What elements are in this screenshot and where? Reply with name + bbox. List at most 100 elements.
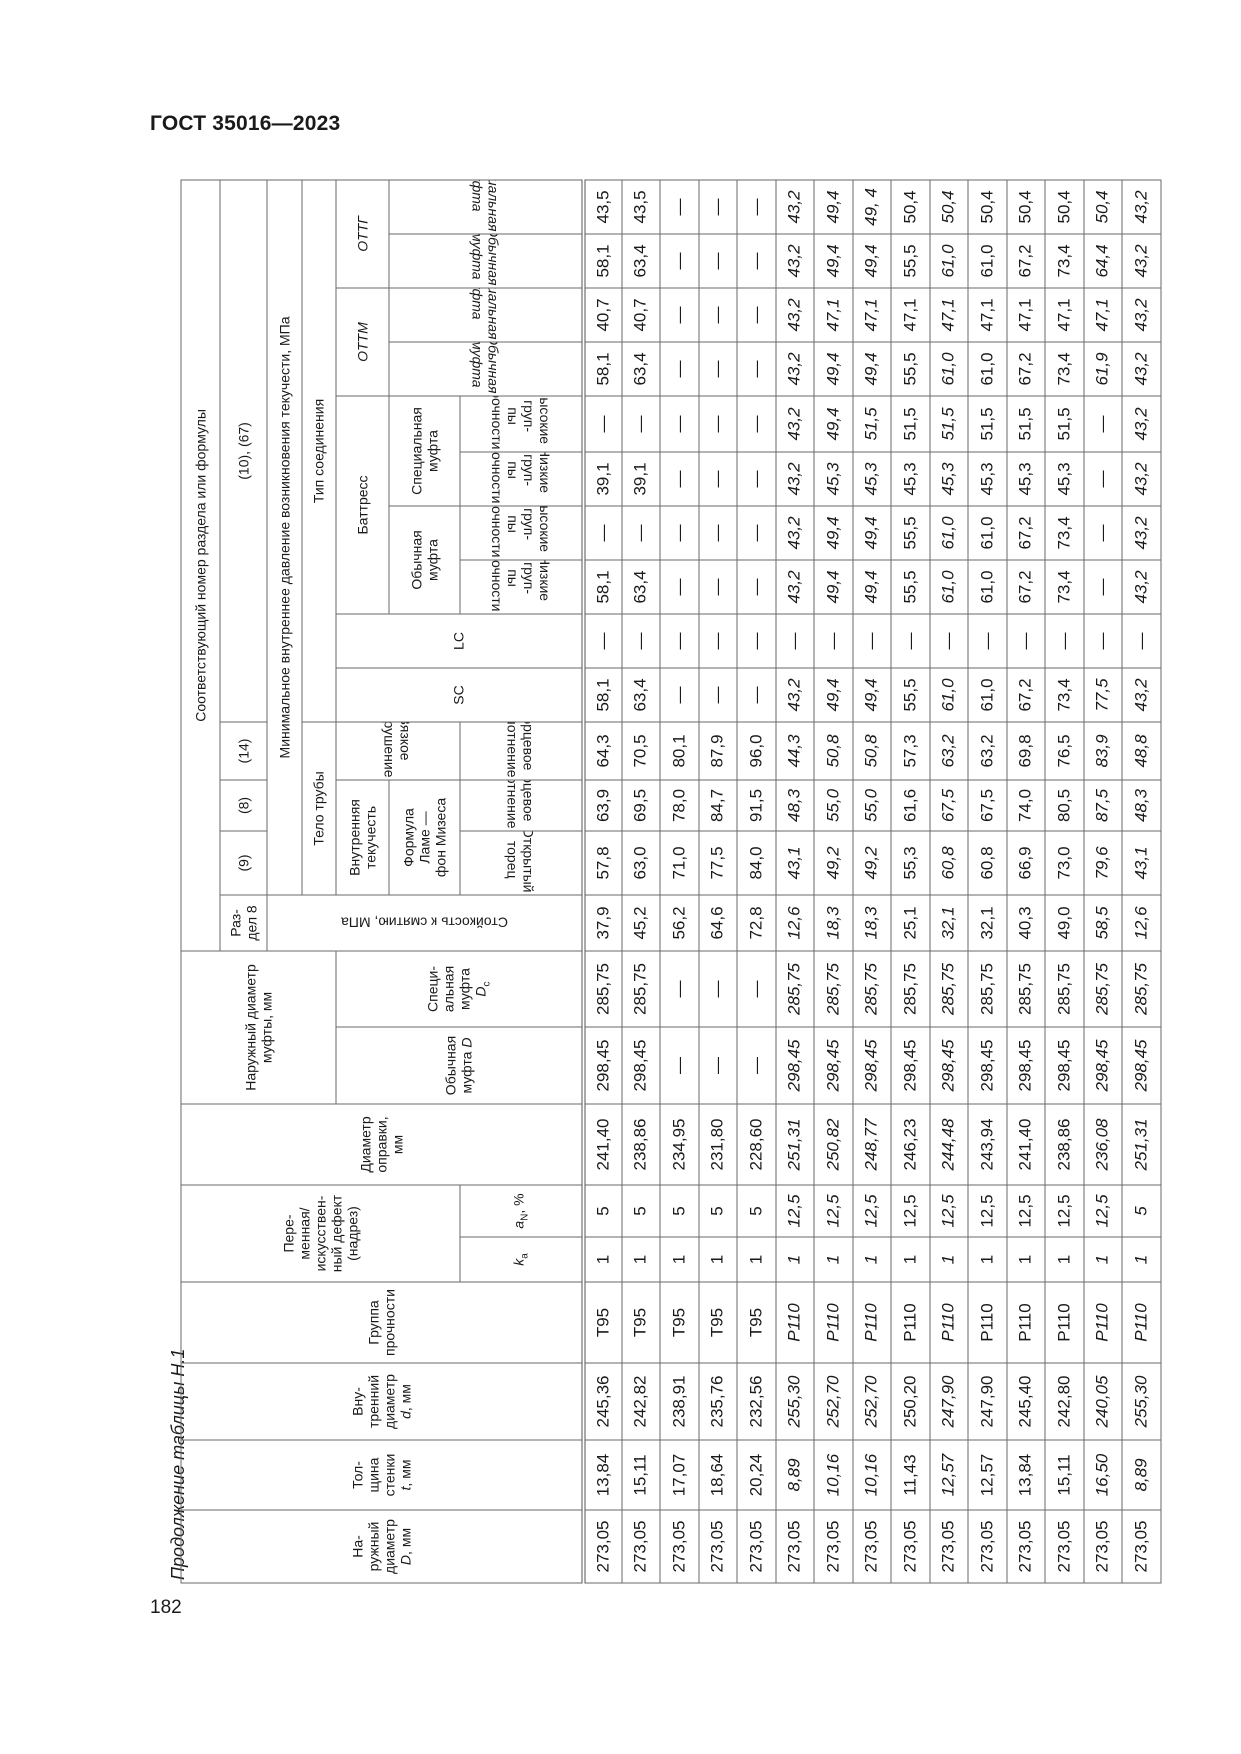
header-collapse: Стойкость к смятию, МПа [266,894,583,951]
table-cell: P110 [852,1282,891,1363]
table-cell: P110 [775,1282,814,1363]
table-cell: 56,2 [659,894,698,951]
header-buttress-special: Специальная муфта [388,395,460,506]
table-cell: 50,8 [813,721,852,780]
table-cell: 285,75 [1044,950,1083,1027]
header-inner-diameter: Вну- тренний диаметр d, мм [180,1363,583,1440]
table-cell: — [698,395,737,452]
table-cell: 8,89 [1121,1440,1160,1510]
table-cell: 285,75 [890,950,929,1027]
table-cell: 44,3 [775,721,814,780]
table-cell: 298,45 [1006,1027,1045,1104]
table-cell: 273,05 [1006,1510,1045,1583]
table-row: 273,05 8,89 255,30 P110 1 12,5 251,31 298,45 285… [775,179,814,1583]
header-end-seal-8: Торцевое уплотнение [459,779,583,831]
table-cell: 242,82 [621,1363,660,1440]
table-cell: 285,75 [813,950,852,1027]
table-cell: 12,5 [1044,1185,1083,1237]
table-cell: 49,4 [813,341,852,396]
table-cell: 87,9 [698,721,737,780]
table-header: На- ружный диаметр D, мм Тол- щина стенки… [180,179,583,1583]
table-cell: 18,3 [852,894,891,951]
header-outer-diameter: На- ружный диаметр D, мм [180,1510,583,1583]
table-cell: 234,95 [659,1104,698,1185]
header-formula-8: (8) [219,779,267,831]
table-cell: 47,1 [967,287,1006,342]
table-cell: 50,4 [929,179,968,234]
table-cell: 57,3 [890,721,929,780]
table-cell: 285,75 [775,950,814,1027]
table-cell: 61,0 [967,341,1006,396]
table-cell: T95 [698,1282,737,1363]
table-cell: 60,8 [929,830,968,895]
table-row: 273,05 12,57 247,90 P110 1 12,5 244,48 298,45 28… [929,179,968,1583]
table-cell: 61,0 [967,233,1006,288]
table-cell: 50,4 [1006,179,1045,234]
table-cell: 5 [1121,1185,1160,1237]
table-cell: 5 [659,1185,698,1237]
table-cell: 50,4 [890,179,929,234]
table-cell: 78,0 [659,779,698,831]
table-cell: 43,2 [775,559,814,614]
table-cell: 50,4 [967,179,1006,234]
table-cell: 43,2 [775,233,814,288]
table-cell: 73,4 [1044,505,1083,560]
table-cell: 67,2 [1006,233,1045,288]
table-cell: — [1083,613,1122,668]
table-cell: 1 [852,1237,891,1282]
table-cell: 69,8 [1006,721,1045,780]
table-cell: 91,5 [736,779,775,831]
table-cell: 55,5 [890,233,929,288]
table-cell: 241,40 [1006,1104,1045,1185]
table-cell: — [659,950,698,1027]
table-cell: — [1083,559,1122,614]
table-cell: 273,05 [967,1510,1006,1583]
table-cell: 252,70 [852,1363,891,1440]
table-cell: 61,6 [890,779,929,831]
table-cell: 273,05 [813,1510,852,1583]
table-cell: 61,0 [967,505,1006,560]
table-cell: — [621,505,660,560]
header-wall-thickness: Тол- щина стенки t, мм [180,1440,583,1510]
table-cell: 63,4 [621,559,660,614]
table-cell: 43,2 [1121,505,1160,560]
table-cell: 55,0 [813,779,852,831]
table-cell: 255,30 [1121,1363,1160,1440]
header-end-seal-14: Торцевое уплотнение [459,721,583,780]
table-cell: 43,2 [1121,287,1160,342]
table-cell: 45,3 [852,451,891,506]
table-cell: 45,3 [890,451,929,506]
table-cell: 1 [698,1237,737,1282]
table-cell: 1 [1083,1237,1122,1282]
table-cell: 39,1 [621,451,660,506]
table-cell: 49,4 [852,559,891,614]
table-cell: 43,2 [775,667,814,722]
table-cell: 12,5 [813,1185,852,1237]
header-defect: Пере- менная/ искусствен- ный дефект (на… [180,1185,460,1282]
table-cell: 242,80 [1044,1363,1083,1440]
table-cell: 67,2 [1006,559,1045,614]
table-cell: 58,1 [582,667,621,722]
table-cell: 298,45 [813,1027,852,1104]
table-cell: 47,1 [1006,287,1045,342]
table-cell: 273,05 [736,1510,775,1583]
table-cell: 63,4 [621,341,660,396]
table-cell: 63,2 [929,721,968,780]
table-cell: 247,90 [967,1363,1006,1440]
table-cell: 43,2 [775,505,814,560]
table-cell: 251,31 [1121,1104,1160,1185]
table-cell: 61,0 [929,667,968,722]
header-buttress-regular-high: Высокие груп- пы прочности [459,505,583,560]
table-cell: 69,5 [621,779,660,831]
table-cell: 43,1 [775,830,814,895]
table-cell: 285,75 [967,950,1006,1027]
header-ottm: ОТТМ [335,287,389,396]
table-cell: — [775,613,814,668]
table-cell: P110 [890,1282,929,1363]
table-cell: 43,2 [1121,341,1160,396]
table-cell: P110 [1121,1282,1160,1363]
table-cell: 49,4 [813,505,852,560]
table-cell: 47,1 [890,287,929,342]
table-cell: 71,0 [659,830,698,895]
table-cell: — [659,233,698,288]
